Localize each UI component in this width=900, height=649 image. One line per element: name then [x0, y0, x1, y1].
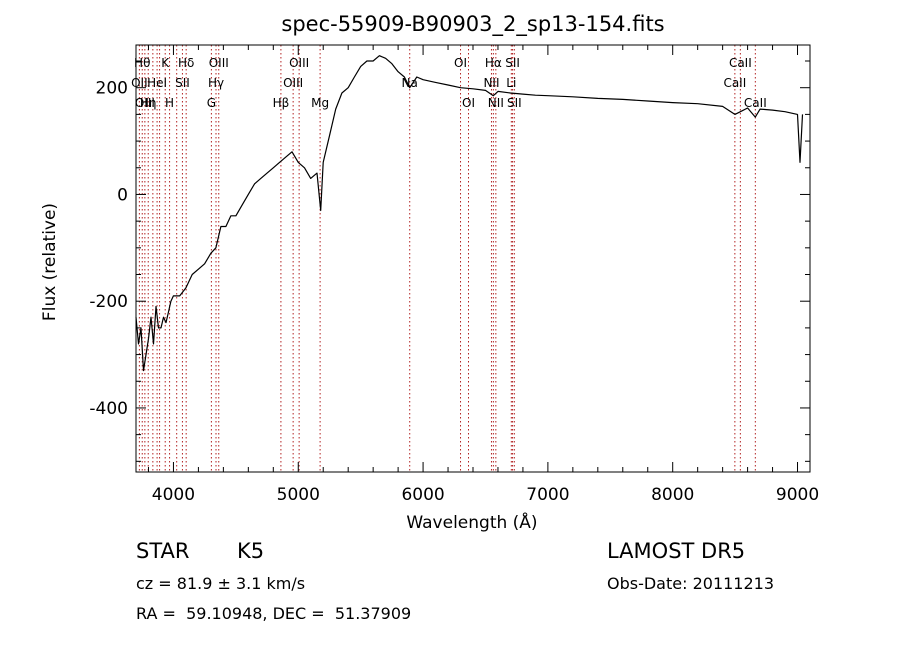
line-label-15: Hβ	[273, 96, 290, 110]
x-tick-label-0: 4000	[152, 485, 195, 505]
x-tick-label-4: 8000	[651, 485, 694, 505]
line-label-1: Hθ	[134, 56, 150, 70]
y-tick-label-2: 0	[117, 185, 128, 205]
line-label-17: OIII	[289, 56, 309, 70]
observation-date: Obs-Date: 20111213	[607, 574, 775, 593]
y-tick-label-0: -400	[89, 399, 128, 419]
spectrum-series	[135, 55, 804, 372]
line-label-10: SII	[175, 76, 190, 90]
line-label-27: SII	[507, 96, 522, 110]
line-label-7: K	[161, 56, 170, 70]
line-label-25: Li	[506, 76, 516, 90]
line-label-18: Mg	[311, 96, 329, 110]
line-label-20: OI	[454, 56, 467, 70]
line-label-19: Na	[402, 76, 418, 90]
line-label-14: OIII	[209, 56, 229, 70]
x-tick-label-3: 7000	[526, 485, 569, 505]
line-label-0: OII	[131, 76, 148, 90]
x-tick-label-2: 6000	[401, 485, 444, 505]
survey-name: LAMOST DR5	[607, 539, 746, 563]
line-label-11: Hδ	[178, 56, 194, 70]
line-label-23: Hα	[485, 56, 502, 70]
line-label-26: SII	[505, 56, 520, 70]
line-label-22: NII	[483, 76, 499, 90]
y-axis: -400 -200 0 200	[89, 60, 810, 462]
x-axis-label: Wavelength (Å)	[406, 511, 537, 533]
object-subclass: K5	[237, 539, 265, 563]
line-label-13: Hγ	[208, 76, 224, 90]
line-label-24: NII	[488, 96, 504, 110]
object-class: STAR	[136, 539, 190, 563]
x-tick-label-5: 9000	[776, 485, 819, 505]
x-tick-label-1: 5000	[277, 485, 320, 505]
line-label-12: G	[207, 96, 216, 110]
line-label-21: OI	[462, 96, 475, 110]
line-label-30: CaII	[744, 96, 767, 110]
spectral-line-markers	[138, 45, 756, 472]
y-tick-label-3: 200	[96, 79, 128, 99]
spectrum-line-0	[135, 55, 804, 372]
sky-coordinates: RA = 59.10948, DEC = 51.37909	[136, 604, 412, 623]
line-label-28: CaII	[723, 76, 746, 90]
line-label-16: OIII	[283, 76, 303, 90]
chart-title: spec-55909-B90903_2_sp13-154.fits	[281, 12, 664, 37]
line-label-29: CaII	[729, 56, 752, 70]
y-tick-label-1: -200	[89, 292, 128, 312]
line-label-5: HeI	[147, 76, 167, 90]
line-label-8: H	[165, 96, 174, 110]
spectral-line-labels: OIIHθOIIIHηHeIKHSIIHδGHγOIIIHβOIIIOIIIMg…	[131, 56, 767, 110]
redshift-velocity: cz = 81.9 ± 3.1 km/s	[136, 574, 306, 593]
line-label-2: OIII	[135, 96, 155, 110]
x-axis: 4000 5000 6000 7000 8000 9000	[147, 45, 819, 505]
line-label-3: Hη	[140, 96, 157, 110]
y-axis-label: Flux (relative)	[40, 203, 60, 321]
